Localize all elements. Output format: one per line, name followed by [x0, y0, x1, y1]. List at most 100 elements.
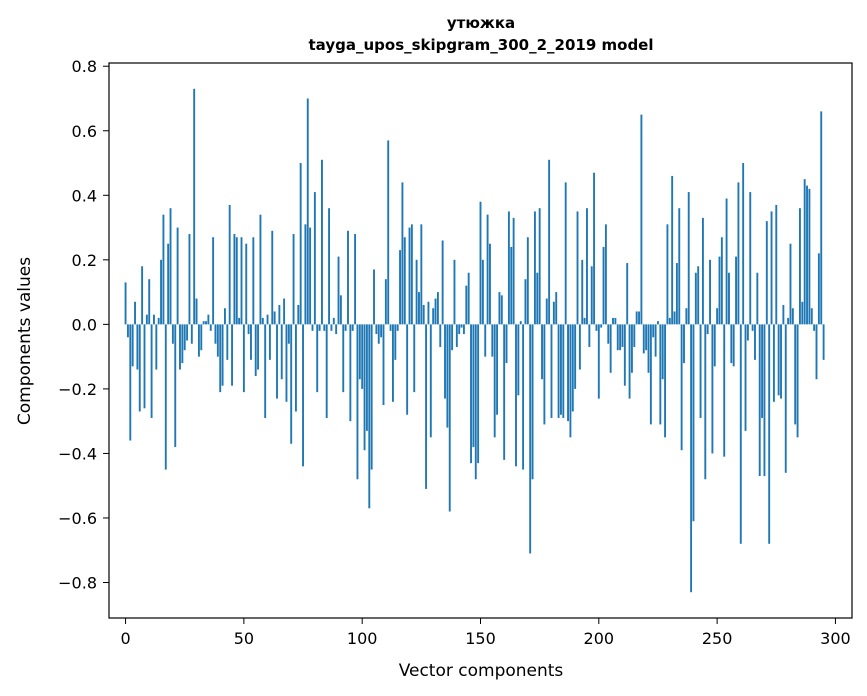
- bar: [238, 317, 241, 325]
- bar: [564, 182, 567, 325]
- bar: [280, 324, 283, 380]
- bar: [186, 324, 189, 341]
- bar: [744, 324, 747, 431]
- bar: [507, 211, 510, 325]
- bar: [330, 324, 333, 331]
- bar: [536, 272, 539, 325]
- plot-frame: [108, 62, 853, 619]
- bar: [221, 324, 224, 386]
- bar: [150, 324, 153, 418]
- bar: [226, 324, 229, 360]
- bar: [567, 324, 569, 422]
- bar: [500, 295, 503, 325]
- bar: [604, 224, 607, 325]
- bar: [361, 324, 364, 389]
- x-axis-ticks: 0 50 100 150 200 250 300: [120, 618, 851, 648]
- bar: [387, 140, 390, 325]
- bar: [465, 285, 468, 325]
- bar: [297, 305, 300, 325]
- bar: [533, 211, 536, 325]
- bar: [434, 298, 437, 325]
- bar: [380, 324, 383, 338]
- bar: [207, 314, 210, 325]
- bar: [349, 324, 352, 422]
- bar: [723, 324, 726, 457]
- bar: [406, 324, 409, 415]
- bar: [813, 324, 816, 331]
- bar: [704, 324, 707, 480]
- bar: [562, 324, 565, 418]
- bar: [522, 324, 525, 470]
- bar: [789, 243, 792, 325]
- bar: [373, 269, 375, 325]
- bar: [550, 324, 553, 418]
- bar: [148, 279, 151, 325]
- bar: [569, 324, 572, 438]
- bar: [815, 324, 818, 380]
- bar: [354, 234, 357, 325]
- bar: [261, 317, 264, 325]
- y-tick-label: 0.0: [72, 315, 97, 334]
- bar: [413, 324, 416, 393]
- bar: [200, 324, 203, 351]
- bar: [545, 298, 548, 325]
- bar: [181, 324, 184, 364]
- bar: [470, 324, 472, 464]
- bar: [389, 324, 392, 331]
- bar: [654, 324, 657, 357]
- x-tick-label: 250: [702, 629, 733, 648]
- bar: [742, 163, 745, 325]
- bar: [219, 324, 222, 393]
- bar: [136, 324, 139, 370]
- bar: [143, 324, 146, 409]
- bar: [484, 324, 487, 357]
- bar: [718, 256, 721, 325]
- bar: [758, 324, 761, 477]
- bar: [202, 321, 205, 325]
- x-tick-label: 0: [120, 629, 130, 648]
- bar: [141, 266, 144, 325]
- bar: [224, 308, 226, 325]
- bar: [439, 324, 442, 347]
- bar: [616, 324, 619, 351]
- bar: [311, 324, 314, 331]
- bar: [491, 324, 494, 357]
- bar: [630, 324, 633, 373]
- bar: [162, 214, 165, 325]
- bar: [664, 324, 667, 438]
- bar: [425, 324, 428, 489]
- bar: [415, 259, 418, 325]
- bar: [822, 324, 825, 360]
- bar: [134, 301, 136, 325]
- bar: [392, 324, 394, 402]
- bar: [560, 324, 562, 415]
- bar: [737, 182, 740, 325]
- bar: [751, 324, 754, 331]
- bar: [761, 324, 764, 418]
- bar: [552, 301, 555, 325]
- bar: [323, 324, 326, 331]
- bar: [600, 324, 603, 328]
- bar: [711, 324, 714, 454]
- bar: [597, 324, 600, 399]
- bar: [131, 324, 134, 367]
- bar: [195, 298, 198, 325]
- bar: [557, 324, 560, 418]
- bar: [524, 279, 527, 325]
- bar: [709, 259, 711, 325]
- bar: [285, 324, 288, 402]
- bar: [735, 256, 737, 325]
- bar: [212, 237, 215, 325]
- bar: [472, 324, 475, 447]
- bar: [801, 301, 804, 325]
- bar: [418, 292, 420, 325]
- bar: [455, 324, 458, 347]
- bar: [309, 227, 312, 325]
- bar: [548, 159, 551, 325]
- bar: [250, 324, 252, 360]
- bar: [489, 243, 491, 325]
- bar: [422, 305, 425, 325]
- bar: [498, 292, 501, 325]
- x-tick-label: 200: [584, 629, 615, 648]
